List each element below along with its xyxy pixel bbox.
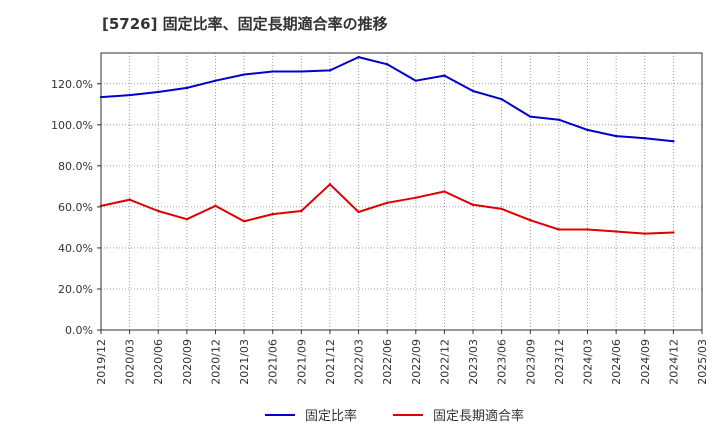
x-tick-label: 2023/06 xyxy=(496,339,509,385)
data-point xyxy=(328,183,332,186)
data-point xyxy=(529,219,532,222)
data-point xyxy=(214,204,217,208)
data-point xyxy=(614,134,618,138)
x-tick-label: 2022/03 xyxy=(353,339,366,385)
data-point xyxy=(385,201,389,204)
x-tick-label: 2020/09 xyxy=(181,339,194,385)
x-tick-label: 2020/06 xyxy=(152,339,165,385)
data-point xyxy=(443,190,446,193)
data-point xyxy=(300,70,303,73)
y-tick-label: 60.0% xyxy=(58,201,93,214)
y-tick-label: 40.0% xyxy=(58,242,93,255)
x-tick-label: 2023/09 xyxy=(524,339,537,385)
x-tick-label: 2022/09 xyxy=(410,339,423,385)
data-point xyxy=(157,90,160,94)
x-tick-label: 2023/12 xyxy=(553,339,566,385)
data-point xyxy=(300,209,303,213)
data-point xyxy=(586,228,589,231)
data-point xyxy=(500,207,503,211)
x-axis-ticks: 2019/12 2020/03 2020/06 2020/09 2020/12 2021/… xyxy=(95,330,709,385)
x-tick-label: 2024/03 xyxy=(582,339,595,385)
x-tick-label: 2024/06 xyxy=(610,339,623,385)
data-point xyxy=(271,212,274,216)
data-point xyxy=(357,55,360,59)
data-point xyxy=(185,218,189,221)
x-tick-label: 2023/03 xyxy=(467,339,480,385)
data-point xyxy=(643,232,646,235)
data-point xyxy=(471,89,475,93)
x-tick-label: 2022/12 xyxy=(438,339,451,385)
data-point xyxy=(500,97,503,101)
grid-lines xyxy=(101,53,702,330)
x-tick-label: 2021/12 xyxy=(324,339,337,385)
x-tick-label: 2022/06 xyxy=(381,339,394,385)
data-point xyxy=(529,115,532,118)
data-point xyxy=(614,230,618,233)
legend-label-1: 固定比率 xyxy=(305,408,357,424)
data-point xyxy=(414,79,418,82)
y-tick-label: 120.0% xyxy=(51,78,93,91)
data-point xyxy=(128,93,131,97)
x-tick-label: 2021/03 xyxy=(238,339,251,385)
data-point xyxy=(672,231,675,234)
data-point xyxy=(328,69,332,72)
x-tick-label: 2025/03 xyxy=(696,339,709,385)
data-point xyxy=(214,79,217,82)
data-point xyxy=(443,74,446,77)
x-tick-label: 2021/06 xyxy=(267,339,280,385)
y-axis-ticks: 0.0% 20.0% 40.0% 60.0% 80.0% 100.0% 120.0% xyxy=(51,78,101,337)
x-tick-label: 2021/09 xyxy=(295,339,308,385)
y-tick-label: 20.0% xyxy=(58,283,93,296)
legend-label-2: 固定長期適合率 xyxy=(433,408,524,424)
data-point xyxy=(357,210,360,214)
data-point xyxy=(128,198,131,201)
data-point xyxy=(586,128,589,132)
y-tick-label: 80.0% xyxy=(58,160,93,173)
series-lines xyxy=(99,55,675,235)
x-tick-label: 2024/12 xyxy=(667,339,680,385)
x-tick-label: 2020/12 xyxy=(209,339,222,385)
plot-frame xyxy=(100,52,703,331)
data-point xyxy=(157,209,160,213)
data-point xyxy=(271,70,274,73)
data-point xyxy=(185,86,189,90)
data-point xyxy=(414,196,418,199)
x-tick-label: 2024/09 xyxy=(639,339,652,385)
data-point xyxy=(471,203,475,207)
data-point xyxy=(242,220,246,223)
data-point xyxy=(672,140,675,143)
legend: 固定比率 固定長期適合率 xyxy=(265,408,524,424)
y-tick-label: 0.0% xyxy=(65,324,93,337)
x-tick-label: 2019/12 xyxy=(95,339,108,385)
data-point xyxy=(385,63,389,66)
x-tick-label: 2020/03 xyxy=(124,339,137,385)
y-tick-label: 100.0% xyxy=(51,119,93,132)
data-point xyxy=(557,228,561,231)
chart-title: [5726] 固定比率、固定長期適合率の推移 xyxy=(102,15,388,33)
data-point xyxy=(557,118,561,121)
data-point xyxy=(242,73,246,76)
data-point xyxy=(643,136,646,140)
